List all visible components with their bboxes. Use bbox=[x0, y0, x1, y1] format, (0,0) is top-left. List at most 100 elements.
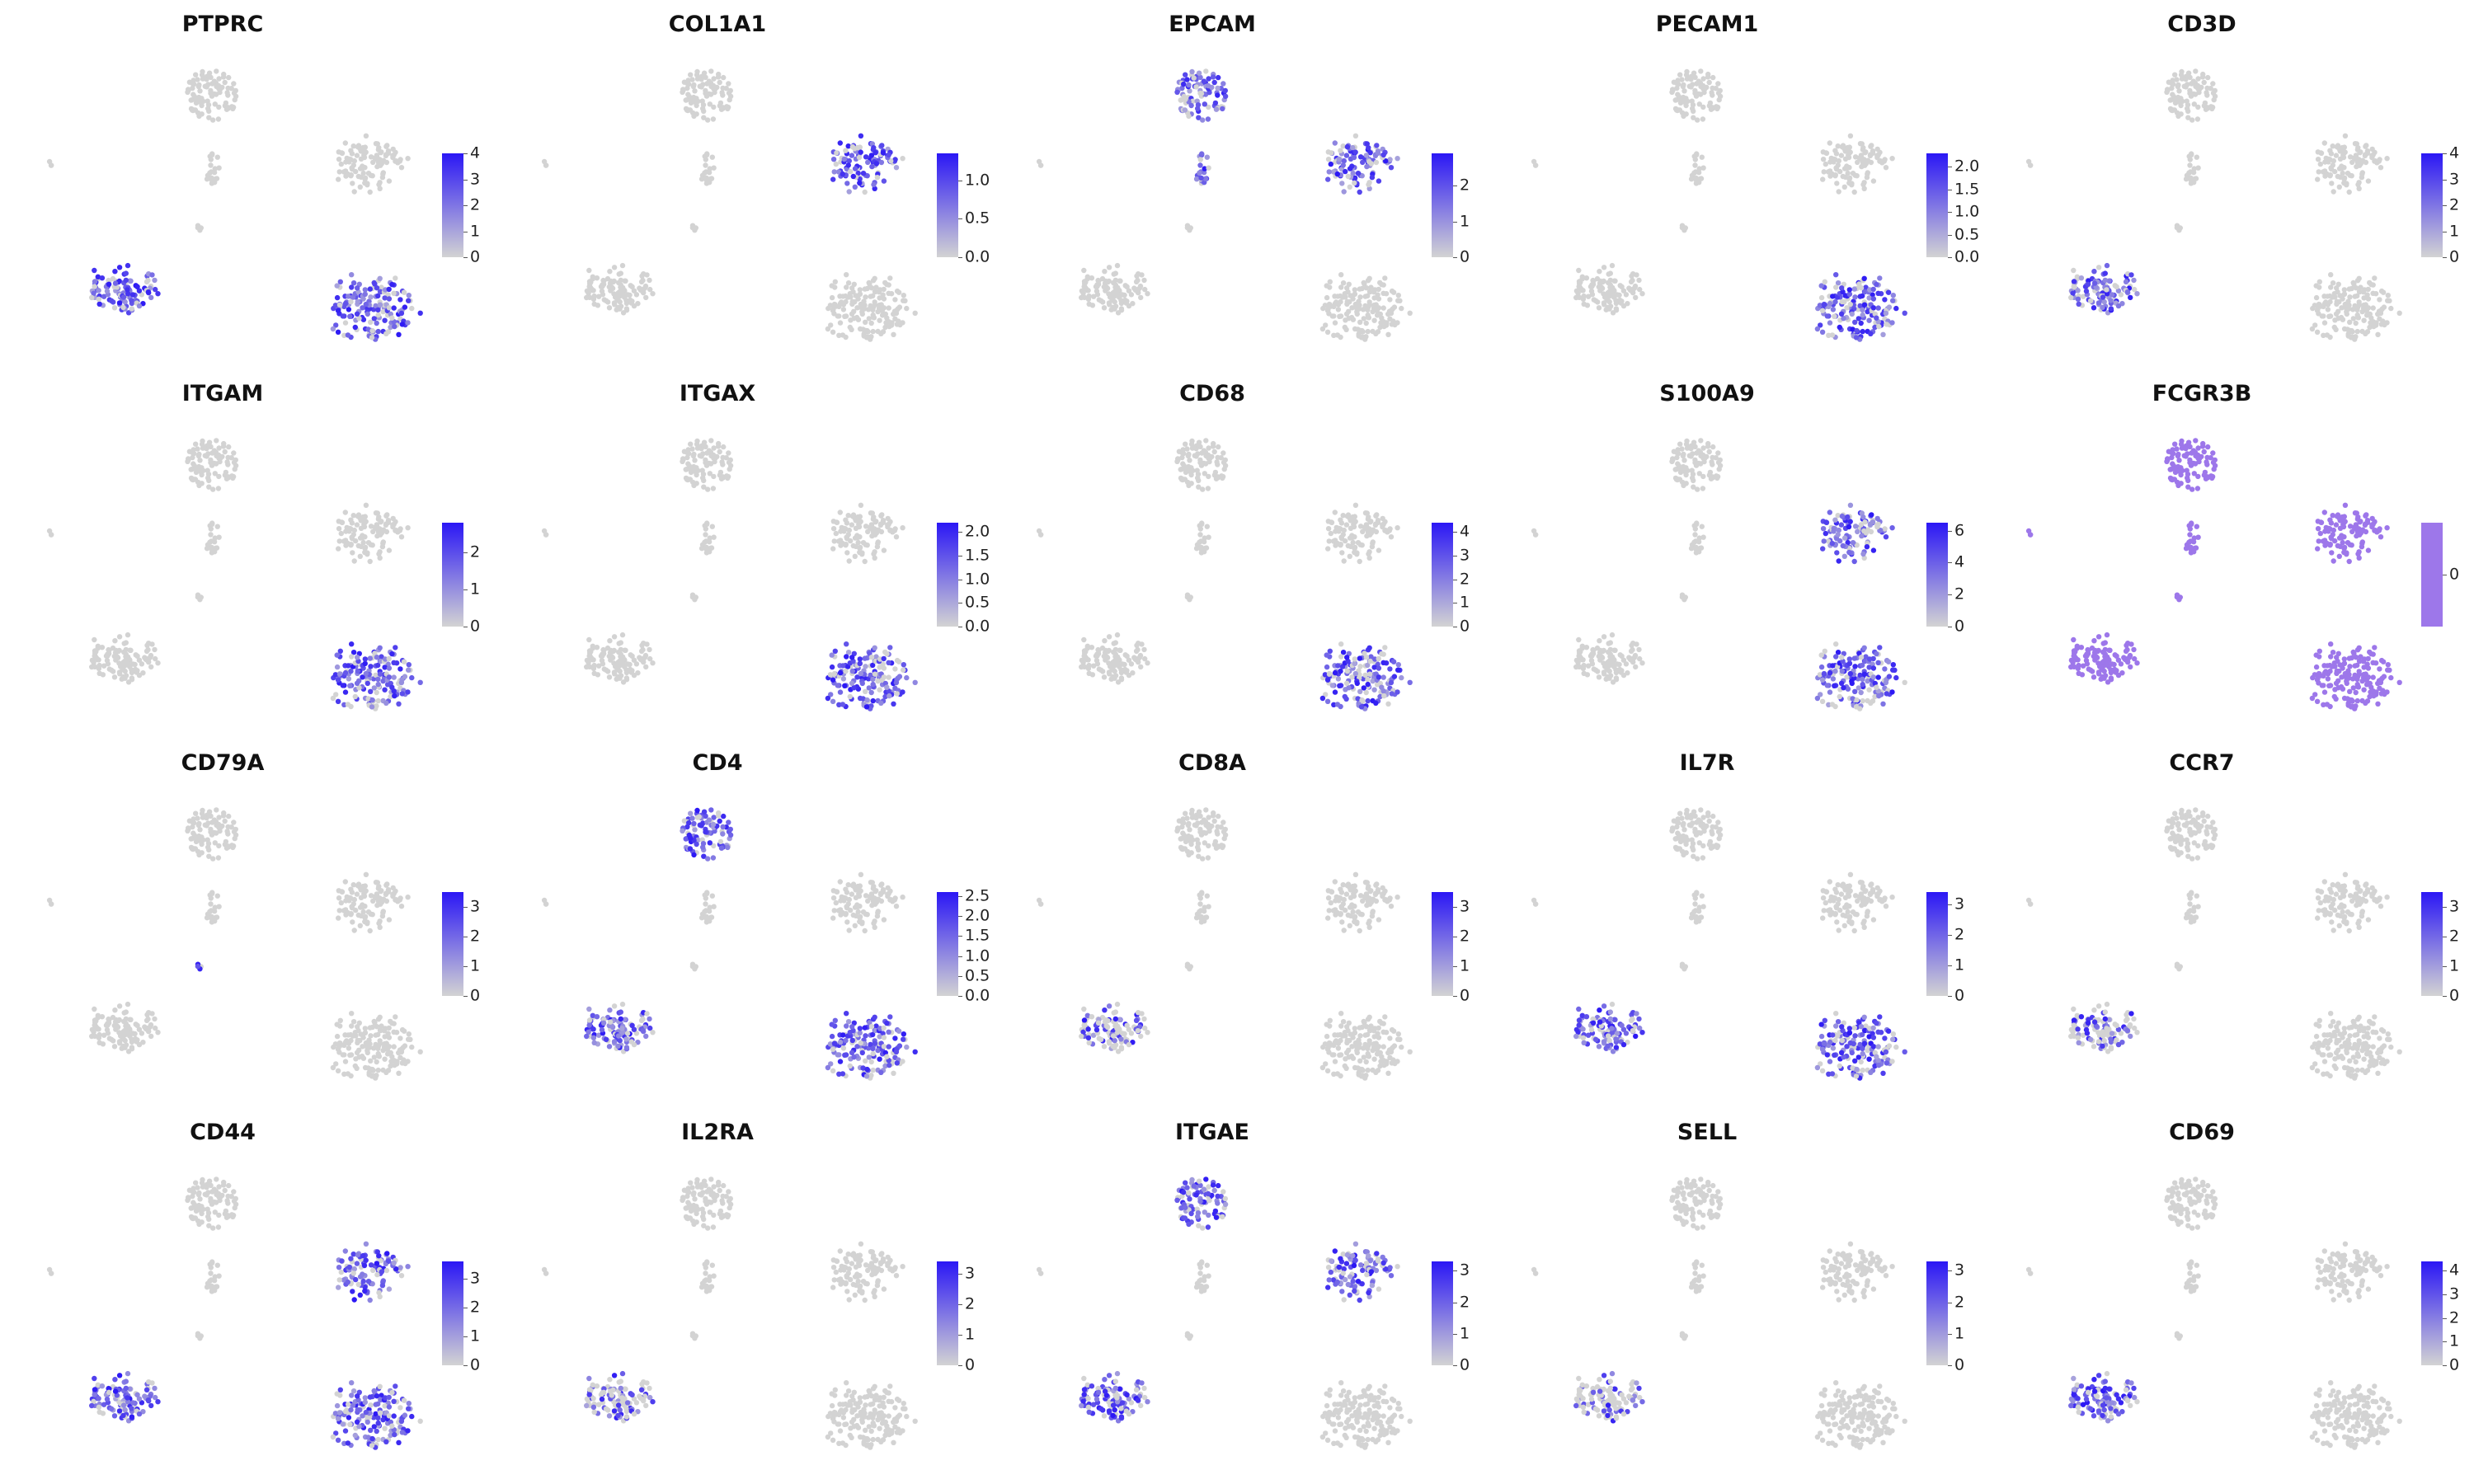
cluster-right bbox=[336, 133, 411, 195]
cell-point bbox=[1201, 78, 1207, 84]
cell-point bbox=[2340, 144, 2345, 151]
cell-point bbox=[2396, 310, 2402, 316]
panel-title: ITGAX bbox=[679, 381, 756, 406]
colorbar bbox=[1926, 153, 1948, 257]
cell-point bbox=[383, 331, 389, 336]
cell-point bbox=[844, 550, 850, 556]
cell-point bbox=[1832, 517, 1838, 523]
cell-point bbox=[348, 298, 354, 305]
legend-tick-mark bbox=[463, 179, 468, 181]
legend-tick-label: 1.0 bbox=[1954, 202, 1980, 221]
cell-point bbox=[231, 81, 237, 87]
cell-point bbox=[1847, 502, 1854, 508]
cell-point bbox=[1856, 281, 1862, 287]
cell-point bbox=[1857, 672, 1863, 679]
cell-point bbox=[2071, 279, 2077, 284]
cell-point bbox=[1870, 150, 1876, 156]
cell-point bbox=[2373, 158, 2378, 164]
cell-point bbox=[1376, 178, 1382, 184]
cell-point bbox=[1110, 674, 1116, 680]
cell-point bbox=[346, 663, 351, 669]
cell-point bbox=[1833, 284, 1839, 290]
cell-point bbox=[2124, 289, 2131, 295]
cell-point bbox=[703, 157, 708, 162]
cell-point bbox=[855, 539, 861, 546]
cell-point bbox=[1852, 688, 1858, 694]
cell-point bbox=[2194, 116, 2201, 122]
cluster-far-left bbox=[1531, 528, 1539, 538]
cell-point bbox=[1597, 269, 1602, 275]
legend-tick-label: 0.5 bbox=[965, 209, 990, 228]
cell-point bbox=[2071, 636, 2077, 643]
cell-point bbox=[1866, 295, 1872, 301]
cell-point bbox=[208, 526, 214, 532]
cell-point bbox=[643, 664, 649, 670]
cell-point bbox=[398, 534, 405, 540]
cell-point bbox=[609, 654, 614, 660]
cell-point bbox=[334, 664, 341, 670]
cell-point bbox=[1841, 535, 1848, 541]
cell-point bbox=[846, 157, 852, 164]
cell-point bbox=[848, 168, 854, 175]
cell-point bbox=[867, 650, 872, 656]
cell-point bbox=[209, 175, 214, 181]
cell-point bbox=[1858, 689, 1864, 696]
colorbar bbox=[1432, 153, 1453, 257]
umap-scatter bbox=[46, 68, 423, 342]
cell-point bbox=[1324, 308, 1331, 313]
cell-point bbox=[46, 158, 53, 165]
cell-point bbox=[2187, 459, 2193, 466]
cell-point bbox=[904, 305, 910, 312]
cell-point bbox=[335, 329, 341, 335]
cell-point bbox=[2179, 68, 2185, 75]
cell-point bbox=[1869, 143, 1874, 148]
cell-point bbox=[1598, 284, 1604, 290]
cell-point bbox=[870, 328, 876, 335]
cell-point bbox=[200, 438, 205, 444]
cluster-top bbox=[185, 68, 239, 123]
cell-point bbox=[1614, 292, 1620, 298]
cell-point bbox=[391, 521, 397, 528]
cell-point bbox=[355, 513, 361, 519]
cell-point bbox=[841, 156, 847, 162]
cell-point bbox=[1860, 681, 1865, 688]
cell-point bbox=[355, 655, 360, 660]
cell-point bbox=[409, 674, 415, 681]
legend-tick-mark bbox=[1948, 562, 1952, 564]
cell-point bbox=[2325, 294, 2331, 299]
cell-point bbox=[858, 149, 863, 155]
cell-point bbox=[2356, 186, 2362, 191]
cell-point bbox=[1343, 153, 1350, 158]
cluster-bottom-right bbox=[330, 272, 423, 342]
cell-point bbox=[1708, 476, 1714, 481]
cell-point bbox=[385, 661, 391, 667]
cell-point bbox=[1685, 98, 1691, 105]
cell-point bbox=[197, 88, 203, 94]
cell-point bbox=[354, 153, 360, 158]
cell-point bbox=[893, 165, 900, 171]
cell-point bbox=[371, 685, 377, 691]
cell-point bbox=[1874, 684, 1879, 690]
cell-point bbox=[1081, 279, 1088, 284]
cell-point bbox=[1677, 96, 1683, 102]
cell-point bbox=[1839, 298, 1845, 305]
cell-point bbox=[1852, 154, 1859, 160]
cell-point bbox=[1893, 674, 1899, 681]
cell-point bbox=[1341, 558, 1347, 564]
cell-point bbox=[1832, 148, 1838, 153]
cell-point bbox=[880, 292, 886, 298]
cell-point bbox=[2355, 551, 2361, 557]
cluster-bottom-right bbox=[330, 641, 423, 711]
cell-point bbox=[2358, 161, 2364, 167]
cell-point bbox=[1351, 524, 1357, 530]
cell-point bbox=[112, 269, 118, 275]
cell-point bbox=[346, 307, 352, 312]
cell-point bbox=[345, 702, 351, 707]
cell-point bbox=[2185, 472, 2191, 477]
cell-point bbox=[837, 140, 843, 146]
cell-point bbox=[1870, 655, 1876, 662]
cell-point bbox=[631, 288, 637, 294]
cell-point bbox=[2102, 270, 2108, 276]
cell-point bbox=[2195, 445, 2201, 451]
cell-point bbox=[46, 528, 53, 534]
